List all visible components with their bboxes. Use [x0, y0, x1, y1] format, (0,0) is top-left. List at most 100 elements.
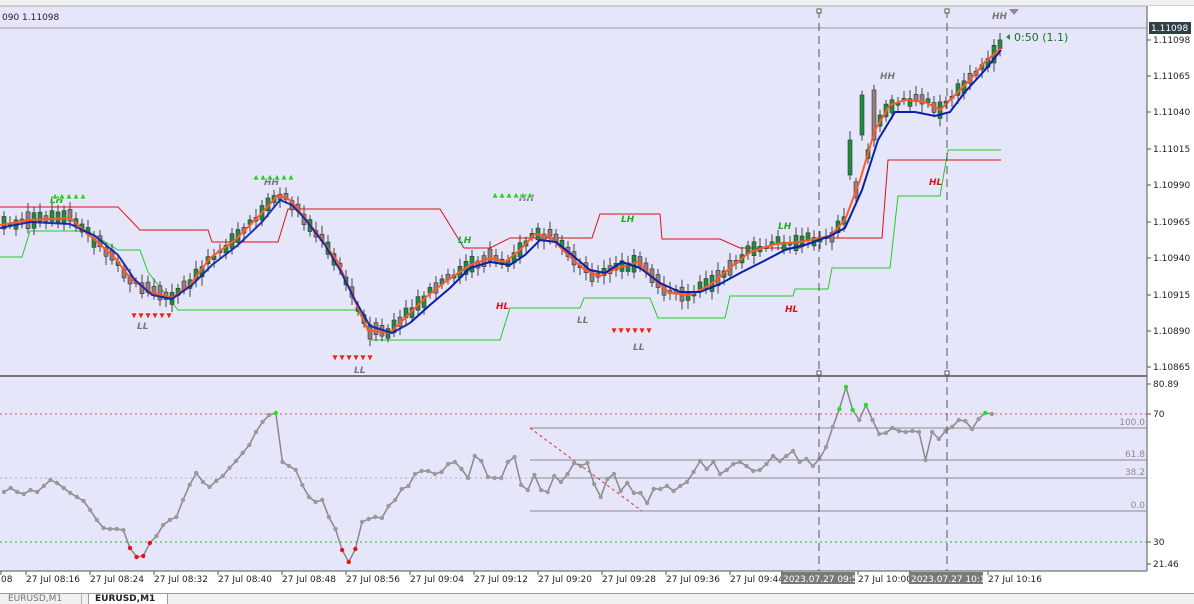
oscillator-point — [253, 429, 259, 435]
time-axis-label: 2023.07.27 09:55 — [783, 575, 863, 585]
time-axis-label: 2023.07.27 10:11 — [911, 575, 991, 585]
time-axis-label: 27 Jul 09:12 — [474, 575, 528, 585]
price-header: 090 1.11098 — [2, 13, 60, 23]
oscillator-point — [141, 553, 146, 559]
oscillator-point — [74, 494, 80, 500]
candle-bear — [919, 94, 925, 105]
oscillator-point — [883, 430, 888, 436]
oscillator-point — [837, 406, 842, 412]
support-line — [0, 149, 1001, 341]
oscillator-point — [605, 476, 610, 482]
moving-averages — [0, 47, 1002, 335]
oscillator-point — [750, 468, 756, 474]
buy-arrow-icon — [65, 192, 73, 200]
oscillator-point — [565, 471, 570, 477]
oscillator-point — [465, 475, 471, 481]
oscillator-point — [15, 489, 20, 495]
sell-arrow-icon — [366, 354, 374, 362]
oscillator-point — [671, 488, 676, 494]
oscillator-point — [777, 458, 782, 464]
vertical-markers — [816, 8, 950, 571]
oscillator-point — [936, 436, 942, 442]
sell-arrow-icon — [331, 354, 339, 362]
oscillator-point — [107, 526, 113, 532]
oscillator-point — [558, 479, 564, 485]
fib-level-label: 100.0 — [1119, 418, 1145, 428]
oscillator-point — [28, 487, 33, 493]
oscillator-point — [187, 482, 192, 488]
oscillator-point — [386, 503, 391, 509]
oscillator-point — [638, 490, 643, 496]
price-axis-label: 1.10940 — [1153, 254, 1190, 264]
oscillator-point — [810, 463, 816, 469]
oscillator-point — [963, 418, 968, 424]
oscillator-point — [273, 410, 279, 416]
oscillator-point — [306, 494, 312, 500]
oscillator-point — [313, 499, 318, 505]
oscillator-point — [399, 486, 404, 492]
sell-arrow-icon — [338, 354, 346, 362]
oscillator-point — [870, 417, 875, 423]
oscillator-point — [916, 429, 922, 435]
oscillator-point — [426, 468, 431, 474]
sell-arrow-icon — [610, 327, 618, 335]
swing-marker-label: HL — [785, 305, 799, 315]
oscillator-point — [452, 459, 458, 465]
time-axis-label: 27 Jul 08:24 — [90, 575, 144, 585]
oscillator-point — [167, 517, 172, 523]
oscillator-point — [233, 458, 239, 464]
oscillator-point — [194, 470, 199, 476]
oscillator-point — [664, 483, 670, 489]
candle-bear — [871, 89, 877, 141]
swing-marker-label: HH — [880, 72, 896, 82]
oscillator-point — [737, 459, 743, 465]
oscillator-point — [830, 424, 835, 430]
candle-bull — [697, 281, 703, 290]
oscillator-point — [876, 431, 882, 437]
buy-arrow-icon — [498, 191, 506, 199]
chart-shift-triangle-icon[interactable] — [1009, 9, 1019, 15]
oscillator-axis-label: 70 — [1153, 410, 1165, 420]
oscillator-point — [8, 485, 13, 491]
oscillator-point — [379, 515, 385, 521]
swing-marker-label: HL — [496, 302, 510, 312]
buy-arrow-icon — [266, 173, 274, 181]
oscillator-point — [320, 497, 325, 503]
sell-arrow-icon — [137, 312, 145, 320]
candle-bear — [589, 271, 595, 282]
oscillator-point — [651, 486, 656, 492]
buy-arrow-icon — [273, 173, 281, 181]
oscillator-point — [54, 480, 60, 486]
oscillator-point — [114, 526, 119, 532]
tab-eurusd-m1-active[interactable]: EURUSD,M1 — [88, 594, 168, 604]
oscillator-point — [339, 547, 345, 553]
time-axis-label: 27 Jul 09:44 — [730, 575, 784, 585]
sell-arrow-icon — [345, 354, 353, 362]
time-axis-label: 27 Jul 09:36 — [666, 575, 720, 585]
oscillator-point — [571, 460, 577, 466]
oscillator-point — [578, 463, 584, 469]
buy-arrow-icon — [280, 173, 288, 181]
price-axis-label: 1.11065 — [1153, 72, 1190, 82]
time-marker-badge — [781, 572, 855, 584]
buy-arrow-icon — [512, 191, 520, 199]
oscillator-point — [691, 469, 696, 475]
time-marker-handle — [944, 370, 950, 376]
tab-eurusd-m1-first[interactable]: EURUSD,M1 — [2, 594, 82, 604]
oscillator-point — [353, 546, 358, 552]
oscillator-point — [127, 545, 133, 551]
current-price-tag-label: 1.11098 — [1151, 24, 1188, 34]
sell-arrow-icon — [130, 312, 138, 320]
sell-arrow-icon — [638, 327, 646, 335]
oscillator-point — [923, 457, 928, 463]
time-marker-badge — [909, 572, 983, 584]
swing-marker-label: LL — [577, 316, 589, 326]
candle-bear — [67, 209, 73, 222]
oscillator-point — [890, 425, 895, 431]
fib-trend-line — [529, 427, 643, 512]
buy-arrow-icon — [51, 192, 59, 200]
oscillator-point — [174, 514, 179, 520]
oscillator-point — [121, 527, 126, 533]
